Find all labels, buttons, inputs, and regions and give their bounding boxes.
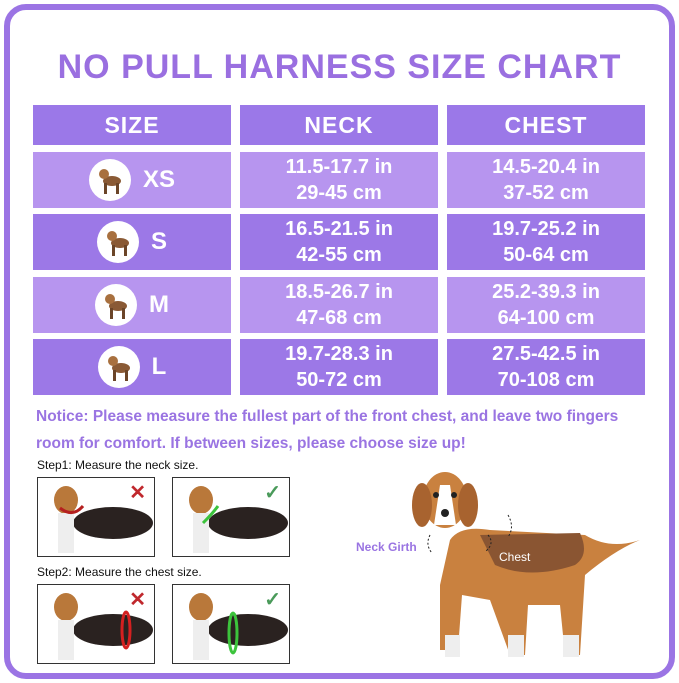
chest-cm: 64-100 cm <box>497 307 595 329</box>
neck-inches: 11.5-17.7 in <box>285 156 393 178</box>
check-icon: ✓ <box>264 589 281 611</box>
chest-cell: 14.5-20.4 in 37-52 cm <box>447 152 645 208</box>
header-size: SIZE <box>33 105 231 145</box>
wrong-icon: ✕ <box>129 589 146 611</box>
neck-cm: 50-72 cm <box>296 369 382 391</box>
check-icon: ✓ <box>264 482 281 504</box>
size-label: M <box>149 291 169 318</box>
size-label: XS <box>142 166 175 193</box>
chest-cell: 25.2-39.3 in 64-100 cm <box>447 277 645 333</box>
chest-inches: 25.2-39.3 in <box>492 281 600 303</box>
labrador-dog-icon <box>97 346 140 388</box>
header-chest: CHEST <box>447 105 645 145</box>
dog-measurement-illustration <box>412 472 640 657</box>
shiba-dog-icon <box>95 284 137 326</box>
step1-label: Step1: Measure the neck size. <box>37 458 199 472</box>
size-label: L <box>151 353 167 380</box>
beagle-dog-icon <box>96 221 139 263</box>
chest-cm: 70-108 cm <box>497 369 595 391</box>
neck-inches: 18.5-26.7 in <box>285 281 393 303</box>
neck-cell: 18.5-26.7 in 47-68 cm <box>240 277 438 333</box>
chest-cell: 27.5-42.5 in 70-108 cm <box>447 339 645 395</box>
chest-inches: 14.5-20.4 in <box>492 156 600 178</box>
size-cell: S <box>33 214 231 270</box>
neck-cell: 16.5-21.5 in 42-55 cm <box>240 214 438 270</box>
neck-right-photo: ✓ <box>172 477 290 557</box>
size-cell: XS <box>33 152 231 208</box>
chest-wrong-photo: ✕ <box>37 584 155 664</box>
neck-cm: 42-55 cm <box>296 244 382 266</box>
chest-cm: 37-52 cm <box>503 182 589 204</box>
size-label: S <box>150 228 167 255</box>
page-title: NO PULL HARNESS SIZE CHART <box>57 48 622 86</box>
wrong-icon: ✕ <box>129 482 146 504</box>
neck-cell: 11.5-17.7 in 29-45 cm <box>240 152 438 208</box>
neck-inches: 19.7-28.3 in <box>285 343 393 365</box>
neck-inches: 16.5-21.5 in <box>285 218 393 240</box>
header-neck: NECK <box>240 105 438 145</box>
size-cell: L <box>33 339 231 395</box>
chest-cell: 19.7-25.2 in 50-64 cm <box>447 214 645 270</box>
step2-label: Step2: Measure the chest size. <box>37 565 202 579</box>
chest-cm: 50-64 cm <box>503 244 589 266</box>
neck-cm: 29-45 cm <box>296 182 382 204</box>
neck-wrong-photo: ✕ <box>37 477 155 557</box>
notice-text: Notice: Please measure the fullest part … <box>36 408 619 452</box>
neck-cell: 19.7-28.3 in 50-72 cm <box>240 339 438 395</box>
neck-girth-label: Neck Girth <box>356 540 417 554</box>
size-cell: M <box>33 277 231 333</box>
chest-inches: 19.7-25.2 in <box>492 218 600 240</box>
neck-cm: 47-68 cm <box>296 307 382 329</box>
chest-right-photo: ✓ <box>172 584 290 664</box>
chihuahua-dog-icon <box>88 159 131 201</box>
chest-label: Chest <box>499 550 531 564</box>
chest-inches: 27.5-42.5 in <box>492 343 600 365</box>
